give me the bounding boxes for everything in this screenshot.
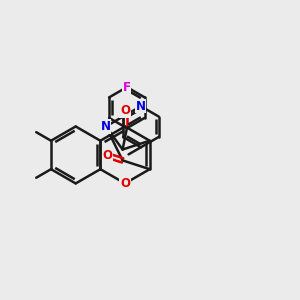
Text: N: N	[101, 120, 111, 133]
Text: F: F	[123, 81, 131, 94]
Text: O: O	[120, 177, 130, 190]
Text: O: O	[103, 149, 113, 162]
Text: O: O	[120, 104, 130, 117]
Text: N: N	[136, 100, 146, 113]
